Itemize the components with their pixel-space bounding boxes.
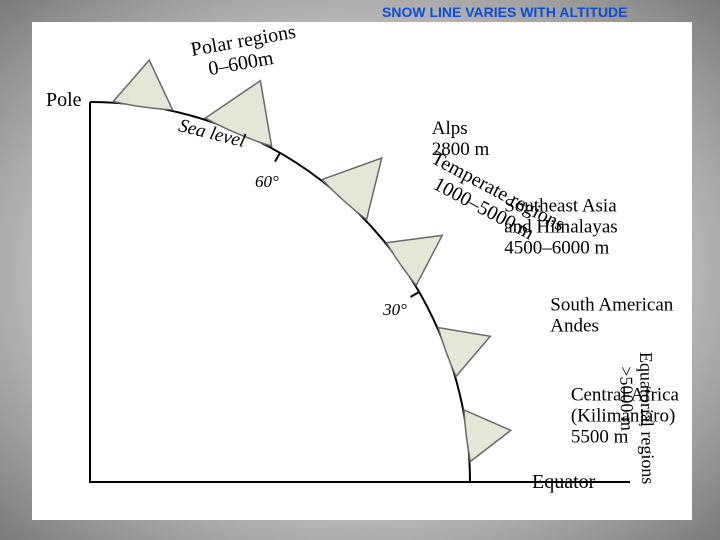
sea-level-arc <box>90 102 470 482</box>
diagram-container: Alps2800 mSoutheast Asiaand Himalayas450… <box>32 22 692 520</box>
tick-60 <box>275 153 280 162</box>
equator-label: Equator <box>532 471 596 493</box>
peak-andes <box>438 328 490 377</box>
peak-alps <box>322 158 382 220</box>
snowline-diagram: Alps2800 mSoutheast Asiaand Himalayas450… <box>32 22 692 520</box>
region-equatorial: Equatorial regions>5000 m <box>616 352 658 485</box>
pole-label: Pole <box>46 89 82 111</box>
peak-himalaya <box>386 235 442 285</box>
peak-p1 <box>113 60 172 110</box>
peak-kili <box>464 410 511 462</box>
region-polar: Polar regions0–600m <box>189 22 301 83</box>
slide: SNOW LINE VARIES WITH ALTITUDE Alps2800 … <box>0 0 720 540</box>
tick-label-30: 30° <box>382 300 407 319</box>
axes <box>90 102 630 482</box>
slide-title: SNOW LINE VARIES WITH ALTITUDE <box>382 4 628 20</box>
tick-30 <box>410 292 419 297</box>
peak-label-andes: South AmericanAndes <box>550 294 673 336</box>
tick-label-60: 60° <box>255 172 279 191</box>
